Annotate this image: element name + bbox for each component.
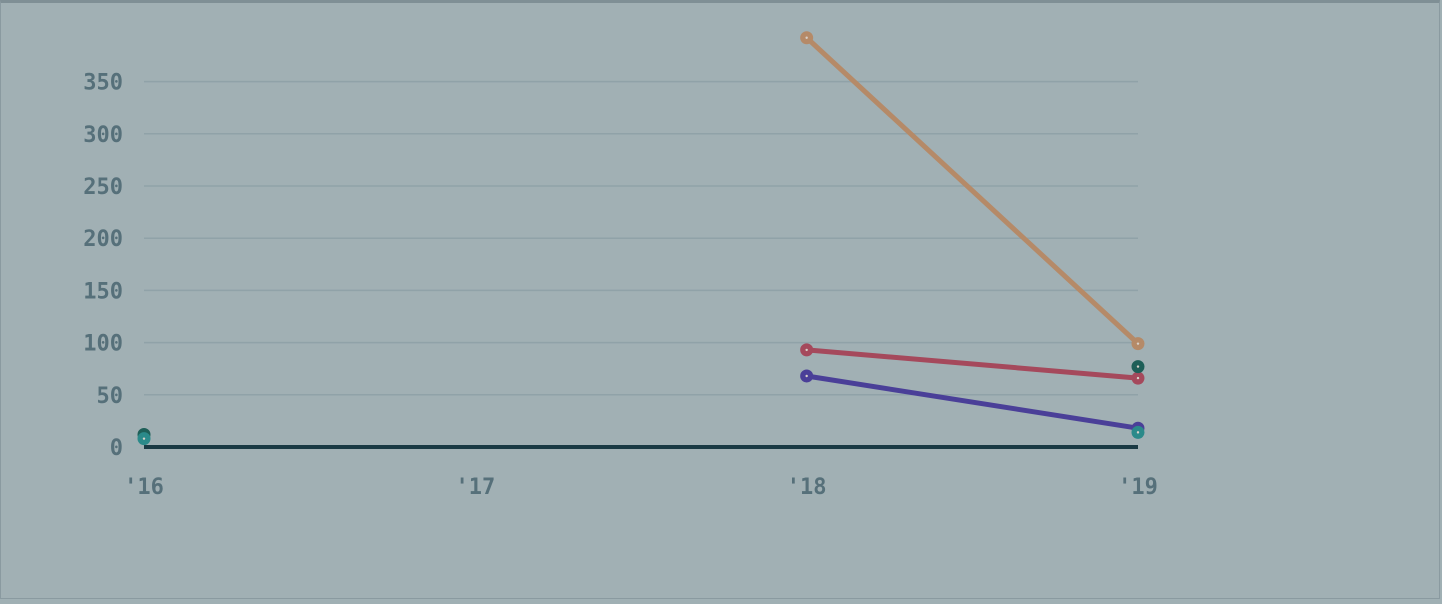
data-point-center (805, 374, 808, 378)
y-tick-label: 200 (83, 227, 123, 252)
x-tick-label: '17 (455, 475, 495, 500)
y-tick-label: 100 (83, 332, 123, 357)
data-point-center (805, 36, 808, 39)
series-line (804, 35, 1141, 347)
data-point-center (1136, 376, 1140, 380)
data-point-center (1136, 342, 1140, 345)
y-tick-label: 0 (110, 436, 123, 461)
data-point-center (805, 348, 808, 352)
y-tick-label: 50 (97, 384, 124, 409)
y-tick-label: 300 (83, 123, 123, 148)
x-tick-label: '18 (787, 475, 827, 500)
line-chart: 0 50 100 150 200 250 300 350 '16 '17 '18 '19 (83, 31, 1158, 500)
y-tick-label: 350 (83, 71, 123, 96)
x-tick-label: '19 (1118, 475, 1158, 500)
x-tick-label: '16 (124, 475, 164, 500)
series-line (804, 347, 1141, 381)
y-tick-label: 150 (83, 279, 123, 304)
data-point-center (142, 437, 146, 440)
data-point-center (1136, 431, 1140, 434)
data-point-center (1136, 365, 1140, 368)
series-line (804, 373, 1141, 431)
y-tick-label: 250 (83, 175, 123, 200)
